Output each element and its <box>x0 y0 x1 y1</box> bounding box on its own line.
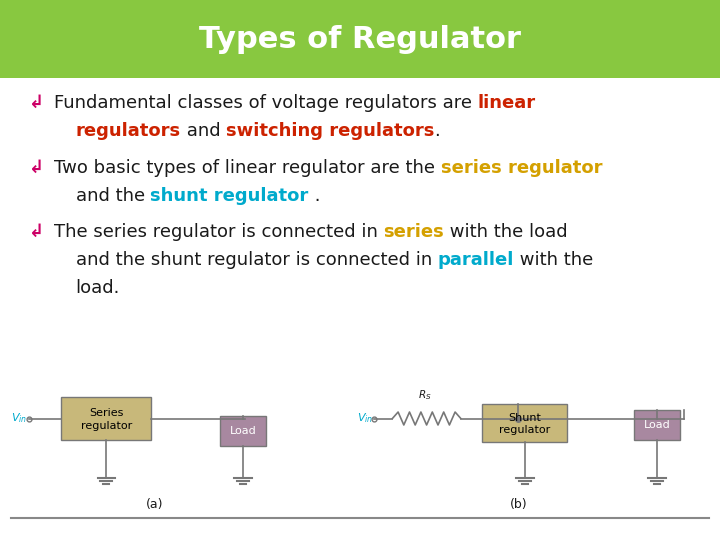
Text: ↲: ↲ <box>29 159 44 177</box>
Text: .: . <box>434 122 440 140</box>
Text: (a): (a) <box>146 498 163 511</box>
Text: shunt regulator: shunt regulator <box>150 187 309 205</box>
Text: with the: with the <box>514 251 593 269</box>
Text: Series: Series <box>89 408 123 418</box>
Text: series: series <box>384 223 444 241</box>
Text: ↲: ↲ <box>29 94 44 112</box>
Text: Shunt: Shunt <box>508 413 541 423</box>
Text: Two basic types of linear regulator are the: Two basic types of linear regulator are … <box>54 159 441 177</box>
Text: (b): (b) <box>510 498 527 511</box>
Text: load.: load. <box>76 279 120 298</box>
Text: regulator: regulator <box>81 421 132 431</box>
Text: parallel: parallel <box>438 251 514 269</box>
Text: The series regulator is connected in: The series regulator is connected in <box>54 223 384 241</box>
Text: Load: Load <box>644 420 670 430</box>
Text: linear: linear <box>478 94 536 112</box>
FancyBboxPatch shape <box>61 397 151 440</box>
FancyBboxPatch shape <box>634 410 680 440</box>
FancyBboxPatch shape <box>220 416 266 446</box>
Text: regulator: regulator <box>499 424 551 435</box>
Text: regulators: regulators <box>76 122 181 140</box>
Text: switching regulators: switching regulators <box>226 122 434 140</box>
Text: $R_S$: $R_S$ <box>418 388 431 402</box>
FancyBboxPatch shape <box>0 0 720 78</box>
Text: Load: Load <box>230 426 256 436</box>
Text: Types of Regulator: Types of Regulator <box>199 25 521 54</box>
Text: Fundamental classes of voltage regulators are: Fundamental classes of voltage regulator… <box>54 94 478 112</box>
Text: $V_{in}$: $V_{in}$ <box>357 411 373 426</box>
Text: and: and <box>181 122 226 140</box>
Text: series regulator: series regulator <box>441 159 602 177</box>
Text: .: . <box>309 187 320 205</box>
Text: $V_{in}$: $V_{in}$ <box>12 411 27 426</box>
FancyBboxPatch shape <box>482 404 567 442</box>
Text: with the load: with the load <box>444 223 568 241</box>
Text: ↲: ↲ <box>29 223 44 241</box>
Text: and the: and the <box>76 187 150 205</box>
Text: and the shunt regulator is connected in: and the shunt regulator is connected in <box>76 251 438 269</box>
